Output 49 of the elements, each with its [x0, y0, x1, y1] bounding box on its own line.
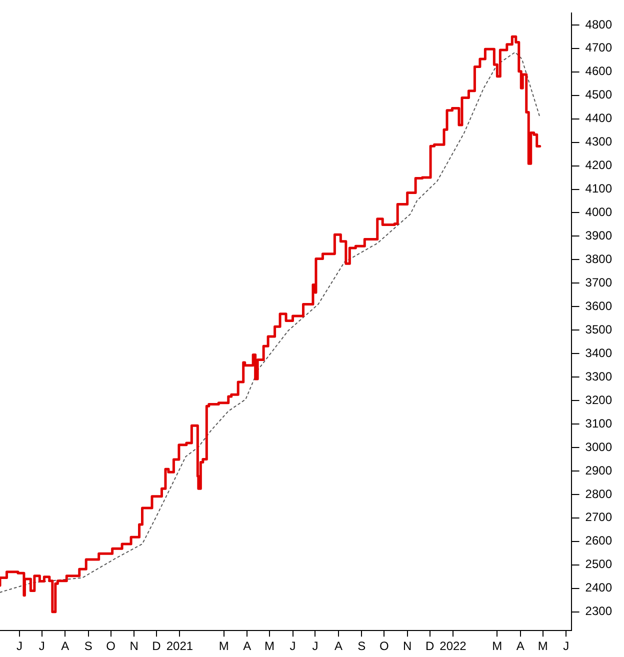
y-tick-label: 4600 — [585, 64, 612, 78]
y-tick-label: 4700 — [585, 40, 612, 55]
y-tick-label: 4800 — [585, 17, 612, 32]
x-tick-label: O — [379, 639, 389, 654]
x-tick-label: M — [492, 639, 502, 654]
y-tick-label: 2600 — [585, 534, 612, 548]
y-tick-label: 3700 — [585, 275, 612, 290]
x-tick-label: A — [334, 639, 342, 654]
y-tick-label: 2500 — [585, 557, 612, 572]
x-tick-label: J — [290, 639, 296, 654]
x-tick-label: A — [61, 639, 70, 654]
y-tick-label: 4100 — [585, 182, 612, 196]
x-tick-label: S — [358, 639, 366, 654]
x-tick-label: O — [106, 639, 116, 654]
x-tick-label: J — [563, 639, 570, 654]
x-tick-label: N — [402, 639, 412, 654]
x-tick-label: M — [218, 639, 229, 654]
y-tick-label: 3900 — [585, 228, 612, 243]
y-tick-label: 2300 — [585, 604, 612, 618]
y-tick-label: 3600 — [585, 298, 612, 313]
y-tick-label: 3100 — [585, 416, 612, 430]
y-tick-label: 3000 — [585, 440, 612, 454]
y-tick-label: 3800 — [585, 252, 612, 266]
x-tick-label: J — [16, 639, 22, 654]
y-tick-label: 4500 — [585, 88, 612, 102]
y-tick-label: 2900 — [585, 463, 612, 478]
x-tick-label: A — [243, 639, 252, 654]
x-tick-label: D — [425, 639, 434, 654]
x-tick-label: J — [38, 639, 45, 654]
y-tick-label: 3300 — [585, 369, 612, 384]
x-tick-label: 2021 — [166, 639, 194, 654]
y-tick-label: 4000 — [585, 205, 612, 220]
y-tick-label: 2800 — [585, 486, 612, 501]
y-tick-label: 4300 — [585, 134, 612, 149]
x-tick-label: D — [152, 639, 162, 654]
x-tick-label: N — [130, 639, 138, 654]
y-tick-label: 3400 — [585, 346, 612, 360]
y-tick-label: 4400 — [585, 111, 612, 126]
x-tick-label: M — [264, 639, 275, 654]
x-tick-label: S — [84, 639, 92, 654]
y-tick-label: 2400 — [585, 580, 612, 595]
y-tick-label: 3500 — [585, 322, 612, 336]
y-tick-label: 3200 — [585, 392, 612, 407]
y-tick-label: 4200 — [585, 158, 612, 172]
x-tick-label: 2022 — [440, 639, 467, 654]
x-tick-label: M — [538, 639, 548, 654]
x-tick-label: J — [312, 639, 318, 654]
y-tick-label: 2700 — [585, 510, 612, 524]
x-tick-label: A — [516, 639, 524, 654]
